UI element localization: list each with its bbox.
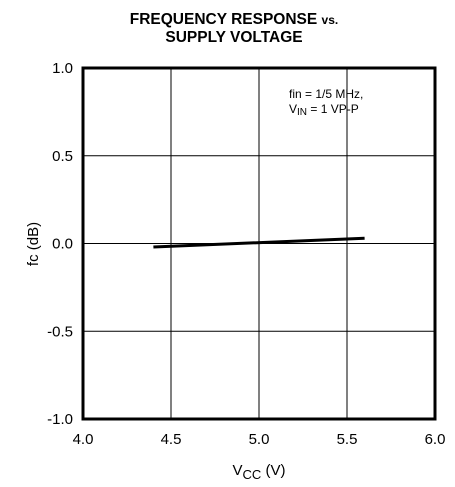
y-tick-label: -0.5 (47, 323, 73, 340)
chart-title-main: FREQUENCY RESPONSE (129, 11, 318, 28)
y-tick-label: 0.0 (52, 236, 73, 253)
series-layer (153, 236, 365, 249)
annotation-line2: VIN = 1 VP-P (289, 102, 359, 118)
annotation-line1: fin = 1/5 MHz, (289, 87, 363, 101)
x-tick-label: 6.0 (425, 431, 446, 448)
x-tick-label: 5.5 (337, 431, 358, 448)
y-tick-label: 1.0 (52, 60, 73, 77)
chart-title-vs: vs. (321, 13, 339, 27)
tick-labels: 4.0 4.5 5.0 5.5 6.0 1.0 0.5 0.0 -0.5 -1.0 (47, 60, 445, 448)
x-axis-label: VCC (V) (233, 462, 286, 482)
x-axis-label-unit: (V) (261, 462, 285, 479)
annotation-v: V (289, 102, 297, 116)
plot-frame (81, 66, 437, 421)
x-axis-label-v: V (233, 462, 243, 479)
chart-title-line1: FREQUENCY RESPONSE vs. (0, 10, 455, 30)
y-tick-label: 0.5 (52, 148, 73, 165)
annotation-rest: = 1 VP-P (307, 102, 359, 116)
chart-title-line2: SUPPLY VOLTAGE (165, 29, 303, 46)
series-line (153, 236, 365, 249)
y-tick-label: -1.0 (47, 411, 73, 428)
x-tick-label: 4.5 (161, 431, 182, 448)
y-axis-label: fc (dB) (25, 222, 42, 266)
x-tick-label: 5.0 (249, 431, 270, 448)
x-tick-label: 4.0 (73, 431, 94, 448)
annotation-sub: IN (297, 107, 307, 118)
x-axis-label-sub: CC (243, 467, 262, 482)
